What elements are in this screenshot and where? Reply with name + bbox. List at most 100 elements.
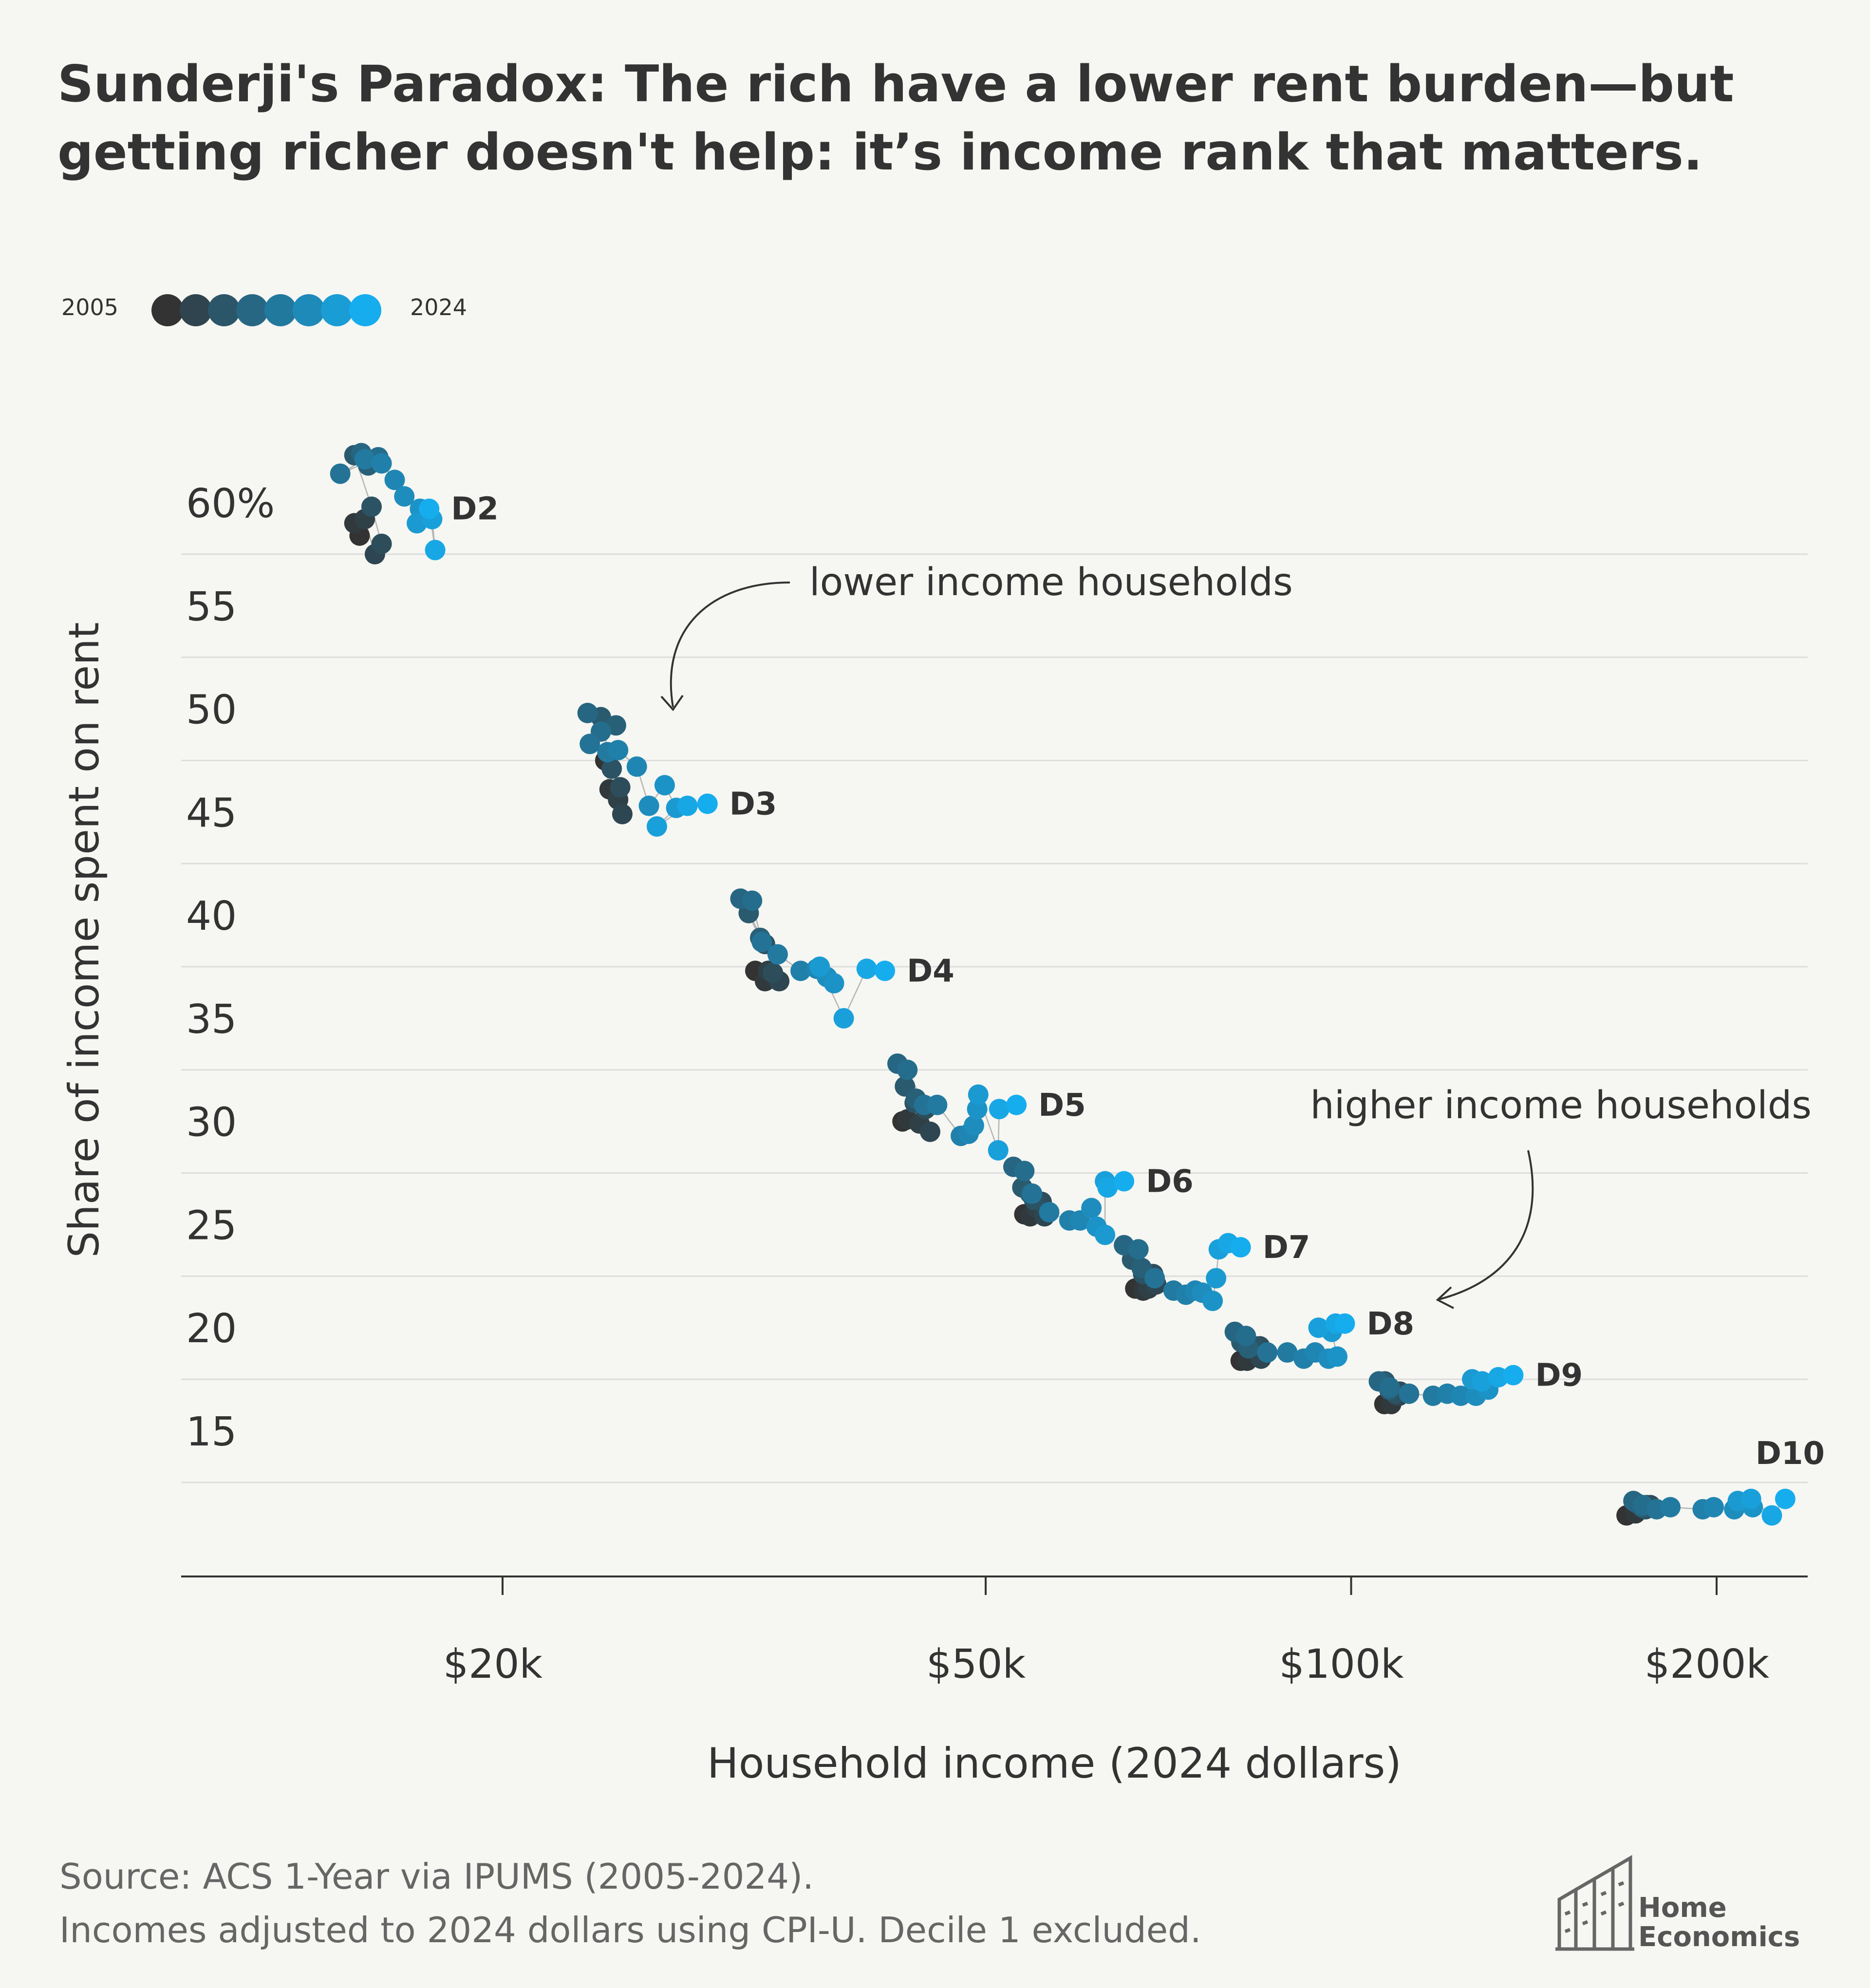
buildings-icon — [1555, 1855, 1634, 1951]
brand-line-1: Home — [1638, 1892, 1727, 1924]
series-label: D6 — [1146, 1163, 1194, 1200]
legend-dot — [349, 294, 381, 326]
x-axis-title: Household income (2024 dollars) — [707, 1739, 1402, 1788]
data-point — [1740, 1488, 1761, 1509]
data-point — [1235, 1326, 1256, 1347]
data-point — [355, 449, 375, 470]
data-point — [1202, 1291, 1223, 1312]
series-d6: D6 — [1003, 1156, 1194, 1245]
legend-dot — [151, 294, 184, 326]
y-tick-label: 20 — [186, 1306, 237, 1352]
series-label: D4 — [907, 953, 954, 989]
data-point — [1144, 1268, 1165, 1289]
annotation-lower-arrowhead — [660, 694, 684, 712]
series-d3: D3 — [577, 703, 777, 837]
data-point — [577, 703, 598, 724]
data-point — [1761, 1505, 1782, 1526]
data-point — [384, 469, 405, 490]
y-gridlines — [181, 553, 1808, 1483]
data-point — [1257, 1342, 1278, 1363]
y-tick-label: 15 — [186, 1409, 237, 1455]
data-point — [875, 960, 896, 981]
y-tick-label: 30 — [186, 1100, 237, 1146]
chart-title: Sunderji's Paradox: The rich have a lowe… — [57, 55, 1734, 182]
data-point — [1039, 1202, 1060, 1223]
legend-dot — [321, 294, 353, 326]
data-point — [809, 956, 830, 977]
y-tick-label: 25 — [186, 1202, 237, 1249]
data-point — [677, 795, 698, 816]
data-point — [1399, 1383, 1420, 1404]
legend-dot — [264, 294, 297, 326]
data-point — [371, 453, 392, 474]
data-point — [790, 960, 811, 981]
annotation-lower-income: lower income households — [660, 561, 1293, 712]
data-point — [927, 1094, 948, 1115]
series-label: D7 — [1263, 1230, 1310, 1266]
data-point — [1014, 1161, 1035, 1182]
y-axis-title: Share of income spent on rent — [60, 622, 109, 1258]
data-point — [919, 1121, 940, 1142]
y-tick-label: 50 — [186, 687, 237, 733]
data-point — [1308, 1317, 1329, 1338]
data-point — [1095, 1224, 1116, 1245]
y-tick-label: 40 — [186, 893, 237, 939]
data-point — [626, 756, 647, 777]
data-point — [654, 775, 675, 796]
data-point — [1379, 1377, 1400, 1398]
series-d7: D7 — [1114, 1230, 1310, 1312]
data-point — [394, 486, 415, 507]
data-point — [371, 533, 392, 554]
data-point — [1703, 1497, 1724, 1518]
data-point — [833, 1008, 854, 1029]
legend-dot — [180, 294, 212, 326]
x-tick-label: $200k — [1645, 1641, 1770, 1688]
y-tick-label: 35 — [186, 996, 237, 1043]
legend-dot — [208, 294, 240, 326]
data-point — [1660, 1497, 1681, 1518]
year-color-legend: 2005 2024 — [61, 294, 467, 326]
data-point — [1472, 1371, 1493, 1392]
title-line-1: Sunderji's Paradox: The rich have a lowe… — [57, 55, 1734, 113]
data-point — [763, 962, 784, 983]
data-point — [856, 958, 877, 979]
data-point — [897, 1059, 918, 1080]
brand-logo: Home Economics — [1555, 1855, 1800, 1953]
annotation-higher-arrowhead — [1436, 1286, 1454, 1309]
data-point — [823, 973, 844, 994]
data-point — [697, 793, 718, 814]
data-point — [1206, 1268, 1227, 1289]
data-point — [1334, 1313, 1355, 1334]
data-point — [1327, 1346, 1348, 1367]
series-label: D9 — [1535, 1358, 1583, 1394]
series-label: D10 — [1756, 1436, 1825, 1472]
series-label: D5 — [1038, 1088, 1086, 1124]
data-point — [1230, 1237, 1251, 1258]
data-point — [968, 1084, 989, 1105]
data-point — [646, 816, 667, 837]
annotation-higher-income: higher income households — [1310, 1084, 1812, 1309]
data-point — [638, 795, 659, 816]
series-d5: D5 — [887, 1053, 1086, 1161]
data-point — [330, 463, 351, 484]
data-point — [1488, 1367, 1509, 1388]
legend-dot — [236, 294, 268, 326]
y-tick-label: 55 — [186, 584, 237, 630]
data-point — [1022, 1183, 1043, 1204]
adjustment-note: Incomes adjusted to 2024 dollars using C… — [59, 1910, 1201, 1950]
data-point — [1097, 1177, 1118, 1198]
series-d2: D2 — [330, 443, 499, 564]
data-point — [1128, 1239, 1149, 1260]
data-point — [988, 1140, 1009, 1161]
title-line-2: getting richer doesn't help: it’s income… — [57, 123, 1702, 182]
series-d10: D10 — [1616, 1436, 1825, 1526]
data-point — [601, 758, 622, 779]
data-point — [963, 1115, 984, 1136]
data-point — [361, 496, 382, 517]
series-label: D3 — [729, 786, 777, 822]
data-point — [612, 804, 633, 825]
series-d9: D9 — [1368, 1358, 1583, 1414]
data-point — [742, 890, 763, 911]
data-point — [989, 1099, 1010, 1120]
